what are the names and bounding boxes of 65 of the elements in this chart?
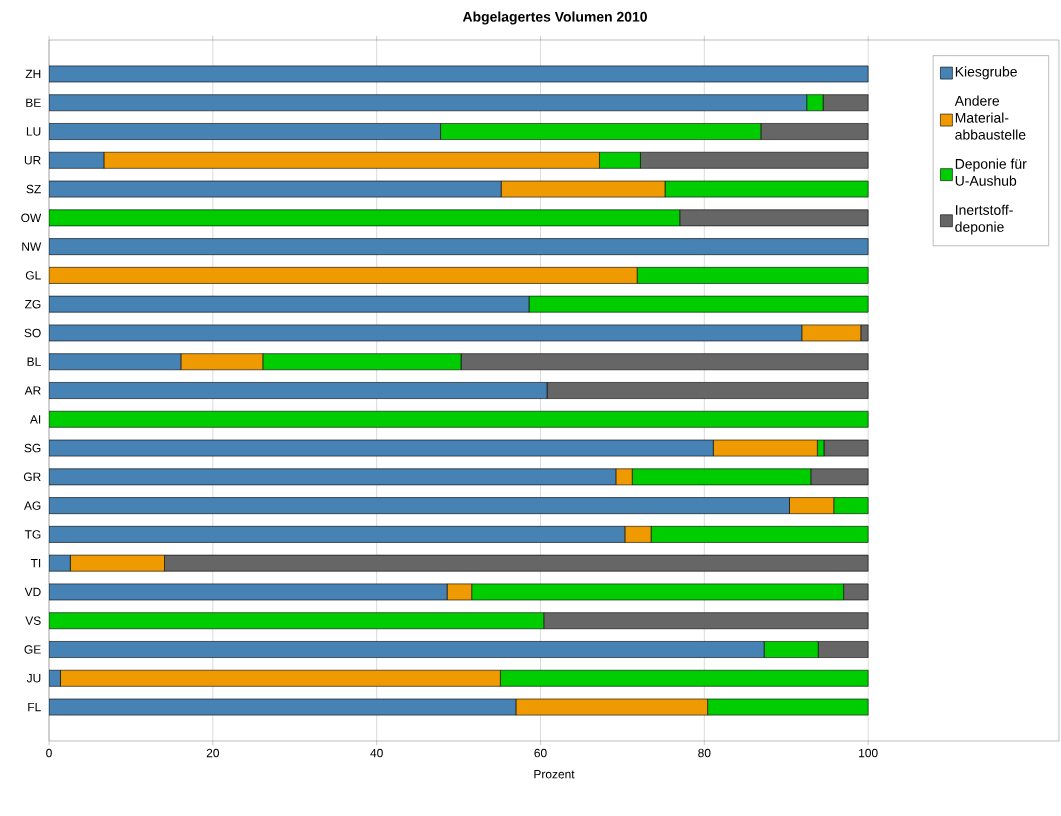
bar bbox=[49, 382, 548, 399]
y-tick-label: FL bbox=[28, 702, 41, 712]
y-tick-label: TI bbox=[30, 559, 41, 568]
y-tick-label: SO bbox=[24, 328, 41, 338]
y-tick-label: AR bbox=[24, 386, 41, 395]
y-tick-label: LU bbox=[26, 127, 41, 136]
bar bbox=[763, 641, 819, 658]
bar bbox=[49, 497, 790, 514]
y-tick-label: TG bbox=[24, 530, 41, 539]
legend-label: Deponie für U-Aushub bbox=[955, 158, 1027, 186]
y-tick-label: ZG bbox=[25, 299, 41, 309]
y-tick-label: GR bbox=[23, 472, 41, 482]
bar bbox=[49, 123, 441, 140]
bar bbox=[631, 468, 812, 486]
bar bbox=[49, 151, 105, 169]
legend-label: Kiesgrube bbox=[955, 66, 1017, 80]
bar bbox=[789, 497, 835, 514]
bar bbox=[650, 526, 869, 543]
y-tick-label: VD bbox=[24, 587, 41, 597]
x-tick-label: 80 bbox=[698, 748, 711, 758]
legend-label: Andere Material-abbaustelle bbox=[954, 95, 1026, 140]
bar bbox=[49, 410, 869, 428]
bar bbox=[49, 295, 530, 313]
y-tick-label: JU bbox=[26, 674, 41, 683]
bar bbox=[528, 295, 869, 313]
y-tick-label: BE bbox=[26, 98, 41, 107]
x-tick-label: 60 bbox=[534, 748, 547, 758]
bar bbox=[49, 641, 765, 658]
bar bbox=[49, 267, 638, 284]
bar bbox=[103, 151, 600, 169]
bar bbox=[49, 526, 626, 543]
bar bbox=[49, 209, 681, 227]
bar bbox=[49, 353, 182, 371]
bar bbox=[49, 94, 808, 112]
bar bbox=[60, 669, 501, 687]
x-tick-label: 0 bbox=[46, 748, 52, 758]
y-tick-label: GL bbox=[25, 271, 41, 280]
y-tick-label: VS bbox=[25, 616, 41, 625]
chart-title: Abgelagertes Volumen 2010 bbox=[462, 11, 647, 25]
y-tick-label: ZH bbox=[25, 69, 41, 79]
bar bbox=[49, 468, 617, 486]
bar bbox=[49, 238, 869, 255]
y-tick-label: SG bbox=[24, 443, 41, 453]
y-tick-label: AG bbox=[23, 501, 41, 510]
bar bbox=[180, 353, 264, 371]
bar bbox=[70, 554, 165, 572]
bar bbox=[615, 468, 633, 486]
x-tick-label: 100 bbox=[859, 748, 878, 758]
y-tick-label: OW bbox=[21, 213, 42, 223]
x-axis-title: Prozent bbox=[534, 770, 575, 779]
y-tick-label: UR bbox=[24, 156, 41, 165]
bar bbox=[49, 612, 545, 630]
y-tick-label: NW bbox=[22, 242, 42, 251]
legend-label: Inertstoff-deponie bbox=[955, 204, 1013, 235]
bar bbox=[500, 669, 869, 687]
y-tick-label: SZ bbox=[26, 184, 41, 194]
bar bbox=[262, 353, 462, 371]
y-tick-label: GE bbox=[24, 645, 41, 654]
bar bbox=[440, 123, 762, 140]
y-tick-label: AI bbox=[29, 415, 41, 424]
y-tick-label: BL bbox=[27, 357, 41, 366]
x-tick-label: 20 bbox=[206, 748, 220, 758]
bar bbox=[599, 151, 641, 169]
bar bbox=[636, 267, 869, 284]
x-tick-label: 40 bbox=[370, 748, 383, 758]
